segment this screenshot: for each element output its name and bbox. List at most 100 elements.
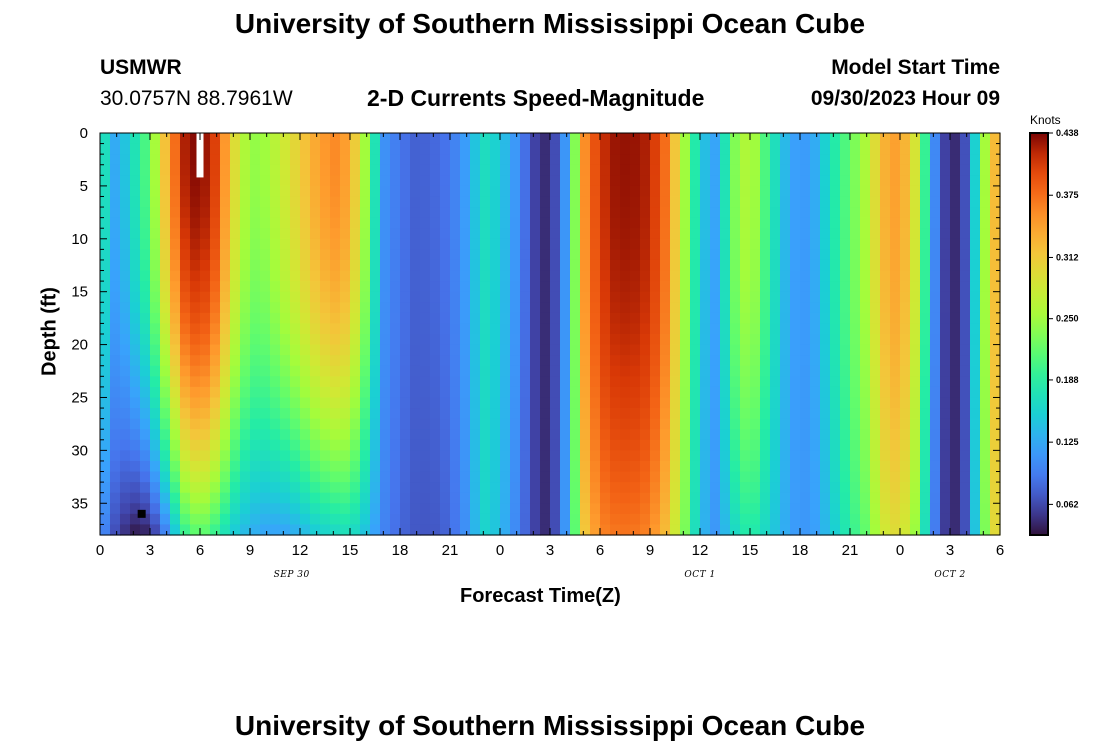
heatmap-cell [990,386,1001,399]
heatmap-cell [710,281,721,293]
heatmap-cell [720,418,731,430]
heatmap-cell [140,429,151,441]
heatmap-cell [140,513,151,526]
heatmap-cell [540,238,551,250]
heatmap-cell [880,259,891,272]
heatmap-cell [190,344,201,356]
heatmap-cell [320,323,331,335]
heatmap-cell [750,249,761,261]
heatmap-cell [200,302,211,314]
heatmap-cell [570,207,581,219]
heatmap-cell [750,291,761,303]
heatmap-cell [760,355,771,367]
heatmap-cell [100,439,111,451]
heatmap-cell [470,513,481,526]
heatmap-cell [790,291,801,303]
heatmap-cell [850,460,861,473]
heatmap-cell [630,270,641,282]
heatmap-cell [430,281,441,293]
heatmap-cell [550,482,561,494]
heatmap-cell [270,503,281,515]
heatmap-cell [600,217,611,229]
heatmap-cell [170,408,181,420]
heatmap-cell [930,312,941,325]
heatmap-cell [910,196,921,208]
heatmap-cell [750,154,761,166]
heatmap-cell [910,418,921,430]
heatmap-cell [510,196,521,208]
heatmap-cell [160,408,171,420]
heatmap-cell [440,238,451,250]
heatmap-cell [340,238,351,250]
date-label: SEP 30 [273,570,310,580]
heatmap-cell [350,217,361,229]
heatmap-cell [280,397,291,409]
heatmap-cell [940,133,951,145]
heatmap-cell [230,302,241,314]
heatmap-cell [750,281,761,293]
heatmap-cell [380,460,391,473]
heatmap-cell [310,238,321,250]
heatmap-cell [520,471,531,483]
heatmap-cell [670,460,681,473]
heatmap-cell [140,238,151,250]
heatmap-cell [570,196,581,208]
heatmap-cell [640,281,651,293]
heatmap-cell [580,154,591,166]
heatmap-cell [100,513,111,526]
heatmap-cell [600,312,611,325]
heatmap-cell [680,302,691,314]
heatmap-cell [970,439,981,451]
heatmap-cell [980,460,991,473]
heatmap-cell [270,312,281,325]
heatmap-cell [620,524,631,536]
heatmap-cell [350,164,361,176]
heatmap-cell [360,207,371,219]
heatmap-cell [470,524,481,536]
heatmap-cell [410,355,421,367]
heatmap-cell [420,386,431,399]
heatmap-cell [640,450,651,462]
heatmap-cell [130,429,141,441]
heatmap-cell [690,386,701,399]
heatmap-cell [530,460,541,473]
heatmap-cell [370,143,381,155]
heatmap-cell [840,471,851,483]
heatmap-cell [720,376,731,388]
heatmap-cell [900,291,911,303]
heatmap-cell [410,228,421,240]
heatmap-cell [520,376,531,388]
heatmap-cell [940,175,951,187]
heatmap-cell [150,386,161,399]
heatmap-cell [140,524,151,536]
heatmap-cell [760,471,771,483]
heatmap-cell [810,408,821,420]
heatmap-cell [350,482,361,494]
heatmap-cell [110,249,121,261]
heatmap-cell [660,376,671,388]
heatmap-cell [290,418,301,430]
heatmap-cell [450,143,461,155]
heatmap-cell [350,259,361,272]
heatmap-cell [590,196,601,208]
heatmap-cell [410,513,421,526]
heatmap-cell [390,513,401,526]
heatmap-cell [640,397,651,409]
heatmap-cell [580,207,591,219]
heatmap-cell [320,312,331,325]
heatmap-cell [630,291,641,303]
heatmap-cell [290,217,301,229]
heatmap-cell [620,334,631,346]
heatmap-cell [180,312,191,325]
heatmap-cell [830,408,841,420]
heatmap-cell [600,450,611,462]
heatmap-cell [110,281,121,293]
heatmap-cell [660,143,671,155]
heatmap-cell [430,196,441,208]
heatmap-cell [600,164,611,176]
heatmap-cell [960,196,971,208]
heatmap-cell [910,471,921,483]
heatmap-cell [430,249,441,261]
heatmap-cell [600,249,611,261]
heatmap-cell [680,376,691,388]
